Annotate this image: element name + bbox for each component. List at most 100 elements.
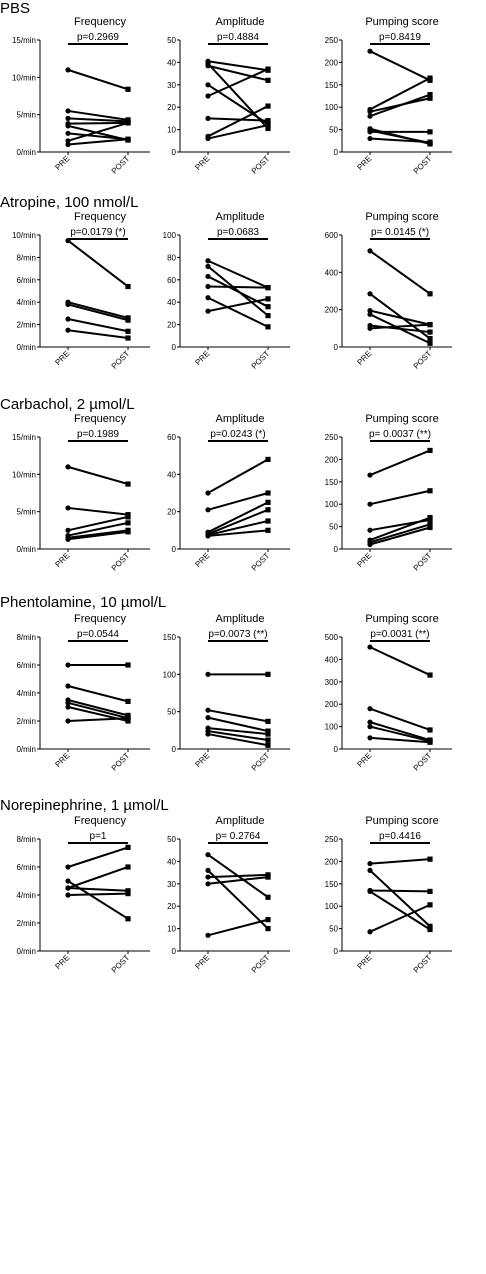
y-tick-label: 10 <box>167 925 176 934</box>
y-tick-label: 100 <box>325 902 339 911</box>
pair-line <box>207 296 269 328</box>
post-point <box>125 712 131 718</box>
category-label-pre: PRE <box>193 154 211 172</box>
pair-line <box>67 521 129 537</box>
post-point <box>125 662 131 668</box>
pair-line <box>67 465 129 486</box>
pair-line <box>207 492 269 511</box>
post-point <box>427 95 433 101</box>
pre-point <box>65 316 71 322</box>
pair-line <box>207 709 269 723</box>
post-point <box>265 285 271 291</box>
p-value-label: p=0.4416 <box>379 831 421 842</box>
chart-1-1: Amplitude 0 20 40 60 80 100 PRE POST p=0.0683 <box>163 211 290 371</box>
pair-line <box>207 501 269 534</box>
section-title-phentolamine: Phentolamine, 10 µmol/L <box>0 594 167 611</box>
category-label-pre: PRE <box>355 154 373 172</box>
pair-line <box>207 873 269 879</box>
category-label-post: POST <box>110 154 132 176</box>
category-label-pre: PRE <box>193 751 211 769</box>
chart-0-1: Amplitude 0 10 20 30 40 50 PRE POST p=0.4884 <box>167 16 290 176</box>
category-label-pre: PRE <box>193 953 211 971</box>
pair-line <box>369 323 431 330</box>
post-point <box>265 490 271 496</box>
y-tick-label: 200 <box>325 455 339 464</box>
pre-point <box>65 464 71 470</box>
p-value-label: p=0.0683 <box>217 227 259 238</box>
y-tick-label: 200 <box>325 306 339 315</box>
pre-point <box>367 135 373 142</box>
y-tick-label: 50 <box>329 523 338 532</box>
pair-line <box>67 301 129 319</box>
pair-line <box>207 297 269 313</box>
y-tick-label: 50 <box>167 835 176 844</box>
post-point <box>125 698 131 704</box>
pre-point <box>367 735 373 741</box>
pre-point <box>65 301 71 308</box>
section-title-pbs: PBS <box>0 0 31 17</box>
y-tick-label: 50 <box>167 36 176 45</box>
y-tick-label: 0 <box>334 545 339 554</box>
p-value-label: p=0.0073 (**) <box>208 629 267 640</box>
pre-point <box>205 273 211 280</box>
post-point <box>427 447 433 454</box>
pair-line <box>207 259 269 289</box>
pre-point <box>65 327 71 333</box>
post-point <box>427 888 433 895</box>
category-label-post: POST <box>110 953 132 975</box>
pair-line <box>207 64 269 82</box>
post-point <box>265 518 271 524</box>
pair-line <box>369 137 431 144</box>
y-tick-label: 40 <box>167 298 176 307</box>
pair-line <box>369 523 431 544</box>
pre-point <box>65 108 71 114</box>
y-tick-label: 400 <box>325 655 339 664</box>
chart-title: Amplitude <box>216 211 265 223</box>
post-point <box>427 336 433 342</box>
pre-point <box>367 248 373 254</box>
chart-0-2: Pumping score 0 50 100 150 200 250 PRE POST p=0.8… <box>325 16 452 176</box>
chart-2-1: Amplitude 0 20 40 60 PRE POST p=0.0243 (*) <box>167 413 290 573</box>
pair-line <box>369 721 431 741</box>
y-tick-label: 5/min <box>16 111 36 120</box>
pair-line <box>369 77 431 111</box>
post-point <box>265 103 271 109</box>
pair-line <box>67 68 129 91</box>
pair-line <box>207 733 269 747</box>
post-point <box>265 304 271 310</box>
pair-line <box>207 876 269 885</box>
pair-line <box>369 93 431 118</box>
post-point <box>125 136 131 142</box>
pair-line <box>207 68 269 97</box>
y-tick-label: 0 <box>334 148 339 157</box>
pre-point <box>367 325 373 331</box>
pair-line <box>207 124 269 140</box>
pre-point <box>367 308 373 314</box>
y-tick-label: 50 <box>167 708 176 717</box>
pair-line <box>67 506 129 516</box>
y-tick-label: 60 <box>167 433 176 442</box>
category-label-post: POST <box>250 349 272 371</box>
chart-4-1: Amplitude 0 10 20 30 40 50 PRE POST p= 0.2764 <box>167 815 290 975</box>
category-label-post: POST <box>412 551 434 573</box>
y-tick-label: 250 <box>325 835 339 844</box>
y-tick-label: 20 <box>167 103 176 112</box>
chart-4-0: Frequency 0/min 2/min 4/min 6/min 8/min PRE POS… <box>16 815 150 975</box>
pair-line <box>67 329 129 340</box>
pair-line <box>369 903 431 933</box>
pair-line <box>67 303 129 322</box>
y-tick-label: 0 <box>334 745 339 754</box>
y-tick-label: 10/min <box>12 73 36 82</box>
pre-point <box>65 700 71 706</box>
pair-line <box>67 530 129 541</box>
pair-line <box>67 701 129 720</box>
pre-point <box>205 731 211 737</box>
chart-0-0: Frequency 0/min 5/min 10/min 15/min PRE POST p=… <box>12 16 150 176</box>
pair-line <box>67 887 129 892</box>
post-point <box>265 122 271 128</box>
chart-title: Frequency <box>74 815 126 827</box>
chart-2-2: Pumping score 0 50 100 150 200 250 PRE POST p= 0.… <box>325 413 452 573</box>
p-value-label: p=0.8419 <box>379 32 421 43</box>
pair-line <box>207 458 269 494</box>
category-label-pre: PRE <box>53 953 71 971</box>
